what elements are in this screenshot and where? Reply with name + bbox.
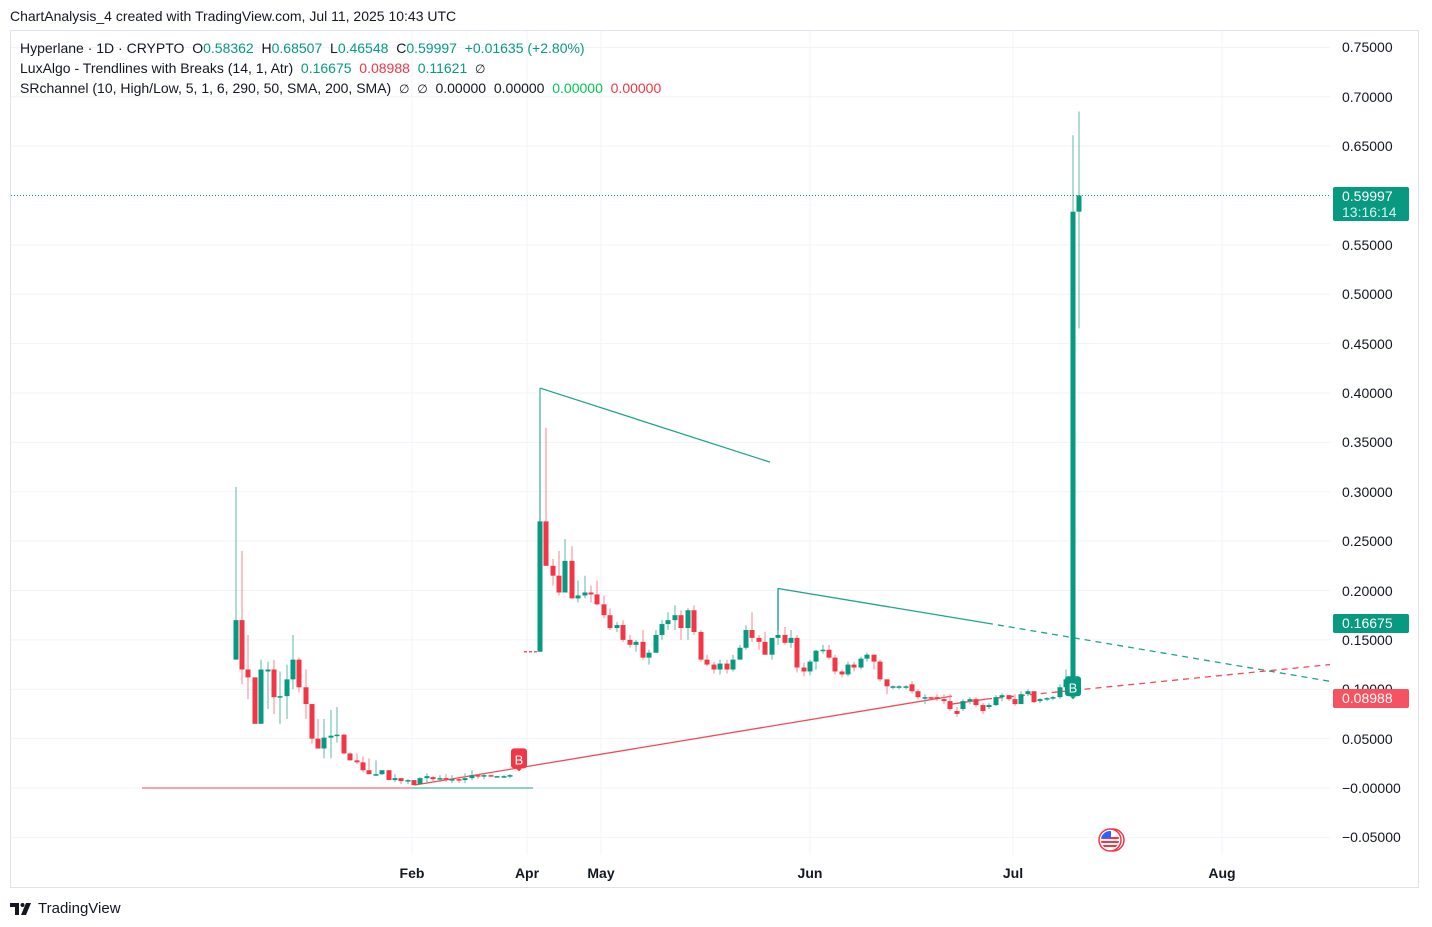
chart-frame bbox=[10, 30, 1419, 888]
legend-srchannel-row: SRchannel (10, High/Low, 5, 1, 6, 290, 5… bbox=[20, 80, 661, 96]
price-axis-tick: 0.15000 bbox=[1342, 631, 1393, 648]
time-axis-tick: Jun bbox=[797, 865, 823, 881]
tradingview-logo[interactable]: TradingView bbox=[10, 900, 121, 917]
candles bbox=[233, 111, 1082, 787]
change-value: +0.01635 (+2.80%) bbox=[464, 40, 585, 56]
svg-text:B: B bbox=[1069, 680, 1078, 695]
price-axis-tick: 0.25000 bbox=[1342, 533, 1393, 550]
low-value: 0.46548 bbox=[337, 40, 389, 56]
close-value: 0.59997 bbox=[406, 40, 457, 56]
empty-set-icon: ∅ bbox=[399, 82, 410, 96]
price-axis-tick: 0.35000 bbox=[1342, 434, 1393, 451]
flag-event-icon[interactable] bbox=[1098, 828, 1125, 852]
price-axis-tick: −0.05000 bbox=[1342, 829, 1401, 846]
srchannel-indicator-name[interactable]: SRchannel (10, High/Low, 5, 1, 6, 290, 5… bbox=[20, 80, 392, 96]
lower-trend-price-tag: 0.08988 bbox=[1333, 689, 1409, 708]
time-axis-tick: Apr bbox=[514, 865, 540, 881]
last-price-tag: 0.59997 13:16:14 bbox=[1333, 187, 1409, 221]
price-axis-tick: 0.65000 bbox=[1342, 138, 1393, 155]
price-axis-tick: −0.00000 bbox=[1342, 780, 1401, 796]
logo-text: TradingView bbox=[38, 900, 121, 917]
upper-trend-price-tag: 0.16675 bbox=[1333, 614, 1409, 633]
srchannel-value-3: 0.00000 bbox=[552, 80, 603, 96]
price-axis-tick: 0.55000 bbox=[1342, 236, 1393, 253]
tradingview-logo-icon bbox=[10, 902, 31, 915]
srchannel-value-1: 0.00000 bbox=[435, 80, 487, 96]
srchannel-value-2: 0.00000 bbox=[493, 80, 545, 96]
price-axis-tick: 0.45000 bbox=[1342, 335, 1393, 352]
legend-symbol-row: Hyperlane · 1D · CRYPTO O0.58362 H0.6850… bbox=[20, 40, 585, 56]
luxalgo-indicator-name[interactable]: LuxAlgo - Trendlines with Breaks (14, 1,… bbox=[20, 60, 294, 76]
time-axis-tick: Jul bbox=[1002, 865, 1024, 881]
price-axis-tick: 0.20000 bbox=[1342, 582, 1393, 599]
open-label: O bbox=[192, 40, 204, 56]
time-axis-tick: May bbox=[587, 865, 615, 881]
price-axis-tick: 0.40000 bbox=[1342, 385, 1393, 401]
break-labels: BB bbox=[511, 676, 1081, 772]
svg-text:B: B bbox=[515, 752, 524, 767]
close-label: C bbox=[396, 40, 407, 56]
price-axis-tick: 0.70000 bbox=[1342, 88, 1393, 105]
empty-set-icon: ∅ bbox=[475, 62, 486, 76]
price-axis-tick: 0.30000 bbox=[1342, 483, 1393, 500]
high-value: 0.68507 bbox=[271, 40, 323, 56]
legend-luxalgo-row: LuxAlgo - Trendlines with Breaks (14, 1,… bbox=[20, 60, 486, 76]
time-axis-tick: Feb bbox=[399, 865, 425, 881]
symbol-name[interactable]: Hyperlane · 1D · CRYPTO bbox=[20, 40, 185, 56]
luxalgo-third-value: 0.11621 bbox=[417, 60, 468, 76]
price-axis-tick: 0.50000 bbox=[1342, 286, 1393, 303]
luxalgo-upper-value: 0.16675 bbox=[300, 60, 352, 76]
time-axis-tick: Aug bbox=[1208, 865, 1236, 881]
price-axis-tick: 0.75000 bbox=[1342, 39, 1393, 56]
chart-caption: ChartAnalysis_4 created with TradingView… bbox=[10, 8, 457, 24]
open-value: 0.58362 bbox=[203, 40, 254, 56]
low-label: L bbox=[330, 40, 338, 56]
price-axis-tick: 0.05000 bbox=[1342, 730, 1393, 747]
srchannel-value-4: 0.00000 bbox=[610, 80, 662, 96]
bar-countdown: 13:16:14 bbox=[1342, 204, 1397, 220]
grid-lines bbox=[11, 31, 1330, 855]
last-price-value: 0.59997 bbox=[1342, 188, 1393, 204]
trendlines bbox=[142, 387, 1331, 789]
luxalgo-lower-value: 0.08988 bbox=[359, 60, 410, 76]
empty-set-icon: ∅ bbox=[417, 82, 428, 96]
high-label: H bbox=[261, 40, 272, 56]
